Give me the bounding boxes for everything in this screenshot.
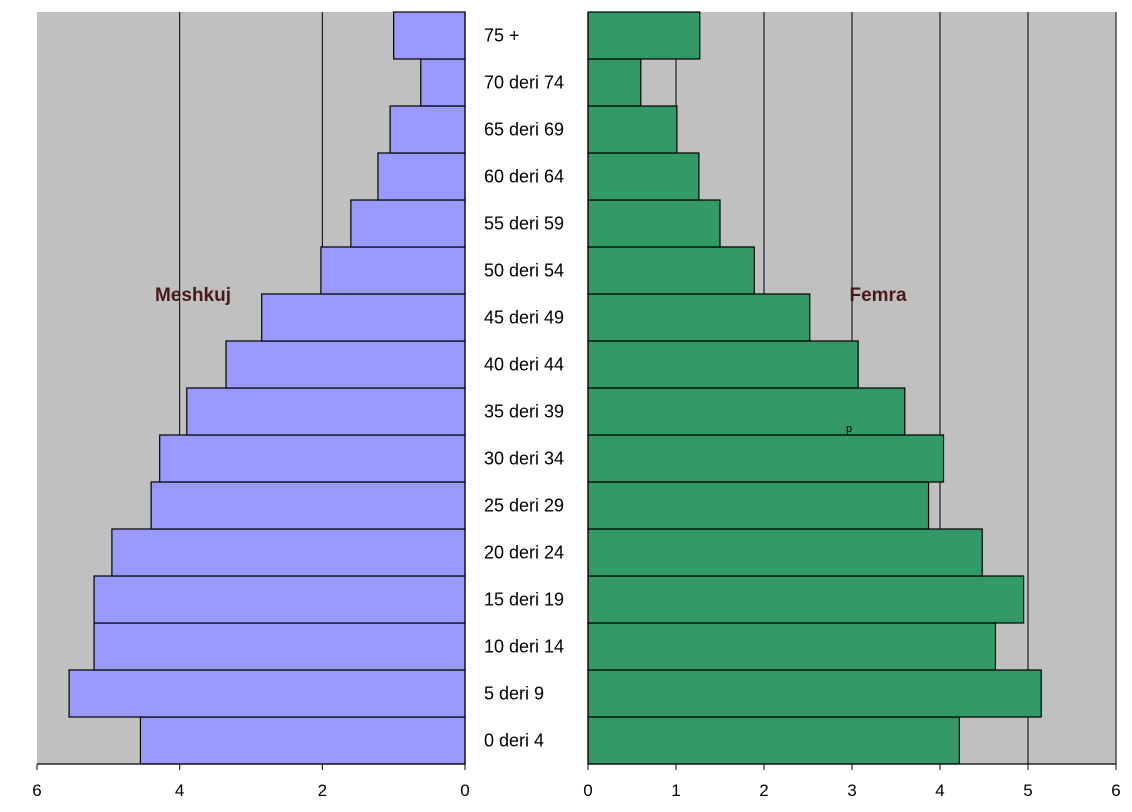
- annotation-text: p: [846, 423, 852, 435]
- bar-meshkuj-4: [111, 528, 466, 577]
- category-label: 10 deri 14: [484, 637, 564, 657]
- category-label: 70 deri 74: [484, 73, 564, 93]
- right-tick-label: 0: [583, 781, 592, 800]
- bar-meshkuj-1: [68, 669, 466, 718]
- bar-femra-10: [587, 246, 755, 295]
- category-label: 25 deri 29: [484, 496, 564, 516]
- category-label: 0 deri 4: [484, 731, 544, 751]
- category-label: 35 deri 39: [484, 402, 564, 422]
- bar-femra-4: [587, 528, 983, 577]
- right-tick-label: 3: [847, 781, 856, 800]
- left-tick-label: 6: [32, 781, 41, 800]
- series-label-meshkuj: Meshkuj: [155, 285, 231, 306]
- category-label: 5 deri 9: [484, 684, 544, 704]
- bar-femra-15: [587, 11, 701, 60]
- bar-femra-5: [587, 481, 930, 530]
- category-label: 60 deri 64: [484, 167, 564, 187]
- series-label-femra: Femra: [849, 285, 906, 306]
- bar-meshkuj-8: [225, 340, 466, 389]
- category-label: 30 deri 34: [484, 449, 564, 469]
- category-label: 50 deri 54: [484, 261, 564, 281]
- category-label: 40 deri 44: [484, 355, 564, 375]
- bar-meshkuj-9: [261, 293, 466, 342]
- bar-meshkuj-2: [93, 622, 466, 671]
- left-tick-label: 2: [318, 781, 327, 800]
- bar-meshkuj-0: [139, 716, 466, 765]
- bar-meshkuj-15: [393, 11, 466, 60]
- bar-meshkuj-3: [93, 575, 466, 624]
- left-tick-label: 4: [175, 781, 184, 800]
- bar-femra-0: [587, 716, 960, 765]
- right-tick-label: 2: [759, 781, 768, 800]
- bar-meshkuj-13: [389, 105, 466, 154]
- bar-femra-13: [587, 105, 678, 154]
- bar-femra-1: [587, 669, 1042, 718]
- category-label: 55 deri 59: [484, 214, 564, 234]
- bar-femra-8: [587, 340, 859, 389]
- bar-meshkuj-7: [186, 387, 466, 436]
- bar-femra-2: [587, 622, 997, 671]
- bar-femra-12: [587, 152, 700, 201]
- bar-meshkuj-6: [159, 434, 466, 483]
- left-tick-label: 0: [460, 781, 469, 800]
- bar-femra-7: [587, 387, 906, 436]
- right-tick-label: 1: [671, 781, 680, 800]
- bar-femra-6: [587, 434, 945, 483]
- right-tick-label: 6: [1111, 781, 1120, 800]
- bar-meshkuj-5: [150, 481, 466, 530]
- category-label: 75 +: [484, 26, 520, 46]
- bar-femra-14: [587, 58, 642, 107]
- bar-meshkuj-10: [320, 246, 466, 295]
- category-label: 20 deri 24: [484, 543, 564, 563]
- bar-meshkuj-11: [350, 199, 466, 248]
- bar-femra-9: [587, 293, 811, 342]
- right-tick-label: 4: [935, 781, 944, 800]
- category-label: 15 deri 19: [484, 590, 564, 610]
- bar-meshkuj-12: [377, 152, 466, 201]
- bar-femra-11: [587, 199, 721, 248]
- category-label: 65 deri 69: [484, 120, 564, 140]
- bar-meshkuj-14: [420, 58, 466, 107]
- category-label: 45 deri 49: [484, 308, 564, 328]
- right-tick-label: 5: [1023, 781, 1032, 800]
- bar-femra-3: [587, 575, 1025, 624]
